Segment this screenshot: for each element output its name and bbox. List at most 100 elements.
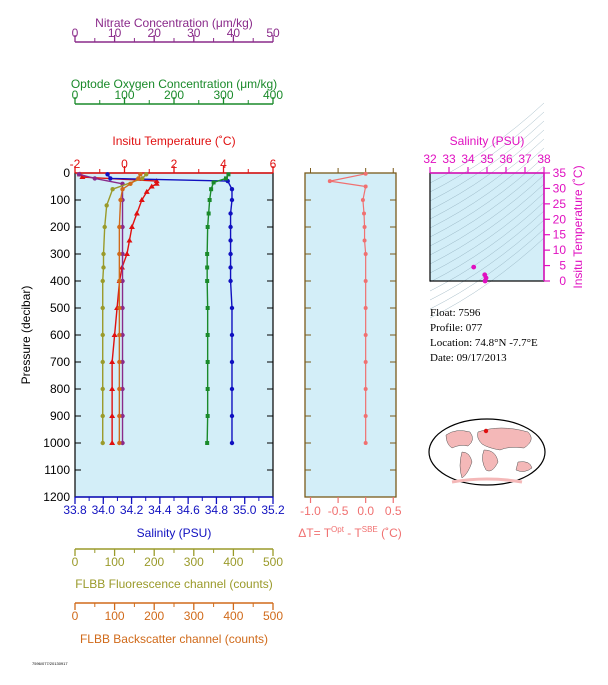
nitrate-axis-title: Nitrate Concentration (μm/kg) [95, 16, 253, 30]
ts-density-contour [429, 219, 545, 301]
ts-panel-bg [430, 173, 544, 281]
temperature-point [138, 197, 145, 202]
ts-y-tick-label: 0 [559, 274, 566, 288]
ts-density-contour [429, 120, 545, 202]
backscatter-point [117, 224, 122, 230]
backscatter-tick-label: 300 [184, 609, 204, 623]
salinity-tick-label: 33.8 [63, 503, 87, 517]
delta-point [363, 252, 368, 256]
fluorescence-point [100, 332, 105, 338]
info-location: Location: 74.8°N -7.7°E [430, 337, 538, 349]
salinity-tick-label: 34.0 [92, 503, 116, 517]
pressure-tick-label: 300 [50, 247, 70, 261]
backscatter-point [120, 187, 125, 192]
ts-density-contour [429, 192, 545, 274]
salinity-point [228, 238, 233, 243]
salinity-point [229, 332, 235, 338]
salinity-point [228, 278, 233, 284]
backscatter-point [117, 332, 122, 338]
oxygen-point [205, 360, 210, 364]
ts-density-contour [429, 129, 545, 211]
delta-point [363, 360, 368, 364]
delta-point [327, 179, 332, 184]
salinity-point [229, 386, 235, 392]
fluorescence-point [110, 187, 115, 192]
ts-density-contour [429, 102, 545, 184]
backscatter-tick-label: 500 [263, 609, 283, 623]
salinity-point [228, 211, 233, 216]
oxygen-point [205, 252, 210, 256]
nitrate-tick-label: 10 [108, 26, 122, 40]
temperature-point [133, 210, 140, 216]
fluorescence-point [100, 386, 105, 392]
delta-point [362, 211, 367, 216]
temperature-tick-label: 4 [220, 157, 227, 171]
delta-tick-label: -1.0 [300, 504, 321, 518]
temperature-tick-label: 0 [121, 157, 128, 171]
delta-chart: -1.0 -0.5 0.0 0.5 [300, 168, 402, 518]
oxygen-tick-label: 100 [114, 88, 134, 102]
temperature-point [153, 178, 160, 184]
temperature-tick-label: 6 [270, 157, 277, 171]
nitrate-tick-label: 0 [72, 26, 79, 40]
fluorescence-point [101, 251, 106, 257]
nitrate-point [120, 224, 125, 230]
temperature-tick-label: -2 [70, 157, 81, 171]
salinity-tick-label: 34.6 [176, 503, 200, 517]
nitrate-point [120, 440, 125, 446]
ts-density-contour [429, 156, 545, 238]
temperature-point [109, 386, 116, 391]
fluorescence-tick-label: 500 [263, 555, 283, 569]
backscatter-axis-title: FLBB Backscatter channel (counts) [80, 632, 268, 646]
delta-label-end: (˚C) [378, 526, 402, 540]
backscatter-point [117, 251, 122, 257]
ts-y-tick-label: 20 [553, 212, 567, 226]
salinity-point [105, 172, 110, 177]
ts-density-contour [429, 228, 545, 310]
fluorescence-point [104, 203, 109, 208]
backscatter-point [117, 413, 122, 419]
fluorescence-point [100, 359, 105, 365]
ts-x-tick-label: 35 [480, 152, 494, 166]
nitrate-tick-label: 20 [148, 26, 162, 40]
salinity-tick-label: 35.0 [233, 503, 257, 517]
pressure-tick-label: 1200 [43, 490, 70, 504]
delta-point [363, 171, 368, 176]
ts-y-tick-label: 10 [553, 243, 567, 257]
info-float: Float: 7596 [430, 307, 481, 319]
fluorescence-point [100, 278, 105, 284]
temperature-point [109, 413, 116, 418]
nitrate-point [120, 359, 125, 365]
salinity-point [228, 265, 233, 270]
world-map [428, 418, 546, 486]
delta-tick-label: 0.5 [385, 504, 402, 518]
ts-x-tick-label: 38 [537, 152, 551, 166]
ts-salinity-title: Salinity (PSU) [450, 134, 525, 148]
ts-x-tick-label: 33 [442, 152, 456, 166]
delta-label-sup1: Opt [331, 525, 345, 534]
oxygen-tick-label: 400 [263, 88, 283, 102]
backscatter-point [117, 386, 122, 392]
ts-x-tick-label: 34 [461, 152, 475, 166]
fluorescence-point [140, 176, 145, 181]
fluorescence-tick-label: 400 [223, 555, 243, 569]
salinity-point [108, 176, 113, 181]
fluorescence-point [101, 265, 106, 270]
pressure-tick-label: 600 [50, 328, 70, 342]
oxygen-point [205, 306, 210, 310]
oxygen-point [209, 187, 214, 192]
pressure-tick-label: 1100 [44, 463, 70, 477]
nitrate-point [120, 305, 125, 311]
backscatter-point [136, 176, 141, 181]
nitrate-point [120, 386, 125, 392]
delta-label-mid: - T [344, 526, 362, 540]
temperature-point [123, 251, 130, 256]
oxygen-point [205, 414, 210, 418]
oxygen-point [205, 333, 210, 337]
ts-density-contour [429, 210, 545, 292]
pressure-tick-label: 1000 [43, 436, 70, 450]
nitrate-point [76, 172, 82, 177]
salinity-axis-title: Salinity (PSU) [137, 526, 212, 540]
ts-density-contour [429, 174, 545, 256]
map-landmass-americas-south [459, 451, 473, 479]
